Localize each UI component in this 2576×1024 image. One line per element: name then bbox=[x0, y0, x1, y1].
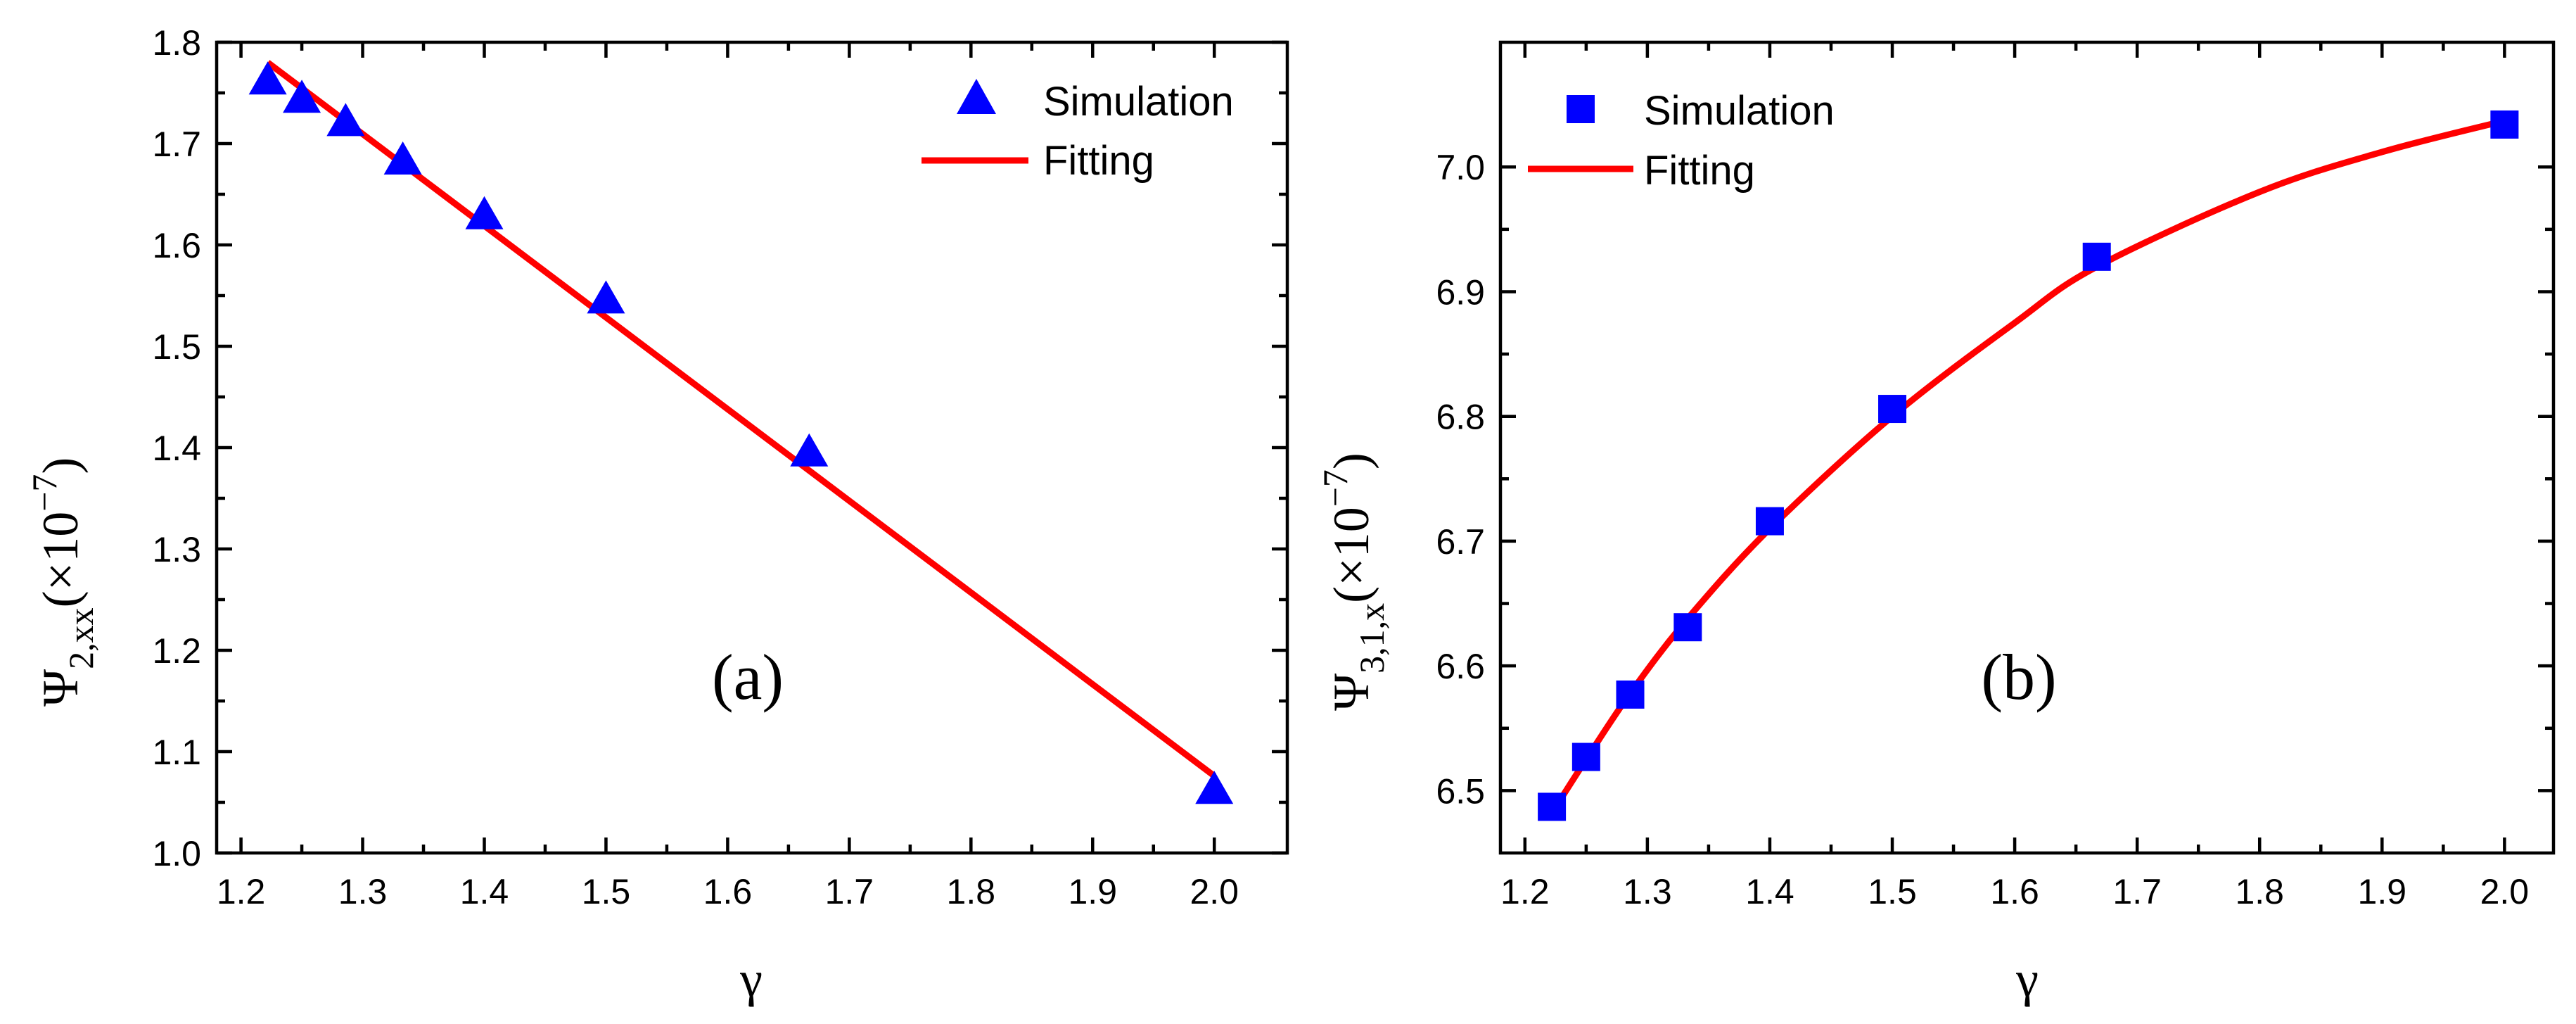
y-tick-label: 1.2 bbox=[152, 631, 201, 671]
simulation-point bbox=[383, 141, 422, 175]
y-axis-title-b-paren: (×10 bbox=[1323, 507, 1379, 603]
simulation-point bbox=[248, 61, 287, 95]
legend-label-fitting-b: Fitting bbox=[1644, 148, 1755, 194]
y-tick-label: 1.1 bbox=[152, 733, 201, 772]
fit-line-a bbox=[265, 60, 1216, 779]
y-tick-label: 6.7 bbox=[1436, 522, 1485, 562]
simulation-point bbox=[1878, 395, 1907, 424]
simulation-point bbox=[326, 103, 365, 137]
y-axis-title-a-paren: (×10 bbox=[32, 512, 89, 608]
simulation-point bbox=[1195, 771, 1234, 804]
y-axis-title-a-sub: 2,xx bbox=[61, 607, 101, 669]
x-axis-title-b: γ bbox=[2015, 951, 2039, 1007]
y-tick-label: 6.5 bbox=[1436, 771, 1485, 811]
x-tick-label: 1.4 bbox=[1745, 872, 1794, 911]
fitting-curve bbox=[265, 60, 1216, 779]
y-tick-label: 1.3 bbox=[152, 530, 201, 569]
x-tick-label: 1.5 bbox=[1868, 872, 1917, 911]
markers-a bbox=[248, 61, 1234, 804]
legend-square-marker bbox=[1567, 95, 1595, 123]
chart-panel-b: 1.2 1.3 1.4 1.5 1.6 1.7 1.8 1.9 2.0 6.5 6.6 6.7 6.8 6… bbox=[1315, 40, 2556, 1007]
x-tick-label: 2.0 bbox=[2480, 872, 2530, 911]
simulation-point bbox=[465, 196, 504, 229]
y-tick-label: 6.8 bbox=[1436, 398, 1485, 437]
y-tick-label: 1.5 bbox=[152, 327, 201, 367]
x-tick-label: 1.9 bbox=[1069, 872, 1118, 911]
simulation-point bbox=[1673, 613, 1702, 642]
plot-frame-b bbox=[1498, 40, 2556, 855]
x-tick-label: 1.5 bbox=[582, 872, 631, 911]
markers-b bbox=[1538, 110, 2519, 821]
simulation-point bbox=[1755, 507, 1784, 536]
legend-label-fitting-a: Fitting bbox=[1043, 138, 1154, 184]
y-axis-title-b-sub: 3,1,x bbox=[1352, 603, 1391, 674]
panel-label-a: (a) bbox=[712, 641, 784, 713]
legend-b: Simulation Fitting bbox=[1528, 88, 1835, 194]
x-tick-label: 2.0 bbox=[1190, 872, 1239, 911]
ticks-b: 1.2 1.3 1.4 1.5 1.6 1.7 1.8 1.9 2.0 6.5 6.6 6.7 6.8 6… bbox=[1436, 42, 2553, 911]
y-tick-label: 1.8 bbox=[152, 23, 201, 63]
y-axis-title-b-close: ) bbox=[1323, 453, 1379, 469]
simulation-point bbox=[283, 80, 321, 113]
y-axis-title-b: Ψ3,1,x(×10−7) bbox=[1315, 453, 1391, 711]
legend-label-simulation-a: Simulation bbox=[1043, 79, 1234, 125]
chart-panel-a: 1.2 1.3 1.4 1.5 1.6 1.7 1.8 1.9 2.0 1.0 1.1 1.2 1.3 1… bbox=[25, 23, 1289, 1007]
y-tick-label: 7.0 bbox=[1436, 148, 1485, 187]
y-axis-title-a: Ψ2,xx(×10−7) bbox=[25, 457, 101, 707]
x-axis-title-a: γ bbox=[739, 951, 763, 1007]
y-tick-label: 1.0 bbox=[152, 834, 201, 873]
simulation-point bbox=[2082, 242, 2111, 271]
y-tick-label: 1.4 bbox=[152, 429, 201, 468]
y-axis-title-a-exp: −7 bbox=[25, 474, 64, 512]
x-tick-label: 1.4 bbox=[460, 872, 509, 911]
x-tick-label: 1.2 bbox=[217, 872, 266, 911]
x-tick-label: 1.9 bbox=[2358, 872, 2407, 911]
y-tick-label: 1.6 bbox=[152, 226, 201, 265]
simulation-point bbox=[1571, 742, 1600, 771]
y-tick-label: 1.7 bbox=[152, 125, 201, 164]
simulation-point bbox=[1538, 792, 1567, 821]
x-tick-label: 1.8 bbox=[2235, 872, 2284, 911]
simulation-point bbox=[587, 280, 625, 314]
x-tick-label: 1.7 bbox=[2112, 872, 2162, 911]
panel-label-b: (b) bbox=[1981, 641, 2056, 713]
simulation-point bbox=[1616, 680, 1645, 709]
legend-triangle-marker bbox=[957, 79, 996, 114]
y-axis-title-a-main: Ψ bbox=[32, 669, 89, 707]
y-axis-title-b-exp: −7 bbox=[1315, 469, 1355, 507]
simulation-point bbox=[2490, 110, 2519, 139]
x-tick-label: 1.3 bbox=[338, 872, 388, 911]
y-tick-label: 6.6 bbox=[1436, 647, 1485, 686]
x-tick-label: 1.6 bbox=[1990, 872, 2039, 911]
x-tick-label: 1.8 bbox=[947, 872, 996, 911]
y-axis-title-a-close: ) bbox=[32, 457, 89, 474]
x-tick-label: 1.7 bbox=[825, 872, 874, 911]
legend-label-simulation-b: Simulation bbox=[1644, 88, 1835, 134]
x-tick-label: 1.2 bbox=[1500, 872, 1550, 911]
y-axis-title-b-main: Ψ bbox=[1323, 674, 1379, 711]
x-tick-label: 1.3 bbox=[1623, 872, 1672, 911]
legend-a: Simulation Fitting bbox=[922, 79, 1234, 184]
ticks-a: 1.2 1.3 1.4 1.5 1.6 1.7 1.8 1.9 2.0 1.0 1.1 1.2 1.3 1… bbox=[152, 23, 1287, 911]
y-tick-label: 6.9 bbox=[1436, 272, 1485, 312]
simulation-point bbox=[790, 433, 829, 467]
x-tick-label: 1.6 bbox=[703, 872, 753, 911]
